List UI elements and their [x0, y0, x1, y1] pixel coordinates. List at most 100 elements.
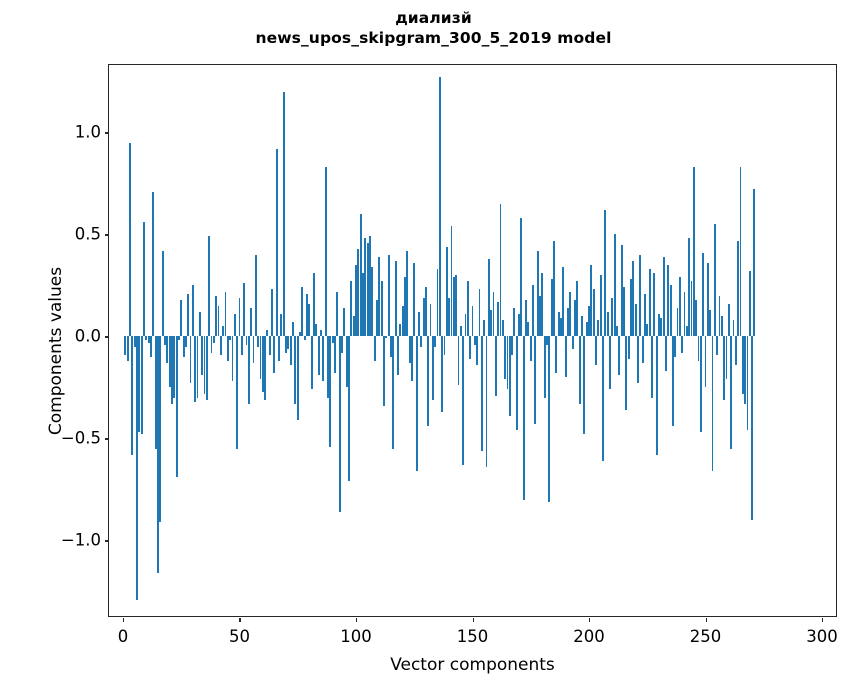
- bar: [385, 336, 388, 339]
- bar: [436, 269, 439, 337]
- bar: [292, 322, 295, 337]
- bar: [520, 218, 523, 337]
- bar: [583, 336, 586, 435]
- bar: [168, 336, 171, 388]
- bar: [415, 336, 418, 472]
- bar: [396, 336, 399, 376]
- bar: [574, 299, 576, 337]
- bar: [609, 336, 611, 390]
- bar: [541, 273, 544, 337]
- bar: [723, 336, 726, 400]
- bar: [618, 336, 621, 376]
- bar: [709, 309, 712, 337]
- bar: [131, 336, 134, 455]
- bar: [497, 301, 500, 337]
- bar: [149, 336, 152, 357]
- bar: [229, 336, 232, 341]
- y-tick-label: −0.5: [60, 428, 101, 448]
- bar: [741, 336, 744, 394]
- x-axis-label: Vector components: [390, 655, 555, 675]
- bar: [616, 326, 618, 337]
- bar: [261, 336, 264, 392]
- bar: [345, 336, 348, 388]
- bar: [597, 320, 600, 337]
- bar: [408, 336, 411, 363]
- x-tick-label: 200: [573, 627, 605, 646]
- bar: [357, 248, 360, 337]
- bar: [506, 336, 509, 390]
- bar: [320, 330, 322, 337]
- bar: [504, 336, 507, 380]
- x-tick-label: 150: [456, 627, 489, 646]
- bar: [643, 293, 646, 337]
- bar: [711, 336, 714, 472]
- bar: [380, 281, 383, 337]
- bar: [282, 91, 285, 337]
- bar: [417, 311, 420, 337]
- bar: [671, 336, 674, 427]
- bar: [669, 285, 672, 337]
- bar: [625, 336, 628, 410]
- bar: [362, 273, 364, 337]
- bar: [145, 336, 148, 341]
- bar: [268, 336, 271, 355]
- bar: [177, 336, 180, 341]
- bar: [476, 336, 479, 365]
- bar: [152, 191, 155, 337]
- bar: [720, 316, 723, 337]
- bar: [327, 336, 329, 398]
- x-tick-label: 0: [117, 627, 129, 646]
- bar: [613, 234, 616, 337]
- y-tick-label: 0.0: [74, 326, 101, 346]
- bar: [627, 336, 630, 359]
- bar: [501, 320, 504, 337]
- bar: [296, 336, 299, 421]
- x-tick-mark: [589, 618, 591, 622]
- bar: [445, 246, 448, 337]
- bar: [650, 336, 653, 398]
- bar: [459, 326, 462, 337]
- bar: [697, 336, 700, 361]
- bar: [126, 336, 129, 361]
- bar: [751, 336, 754, 521]
- bar: [478, 289, 481, 337]
- bar: [431, 336, 434, 400]
- bar: [569, 291, 572, 337]
- bar: [518, 313, 521, 337]
- bar: [606, 311, 609, 337]
- x-tick-mark: [705, 618, 707, 622]
- bar: [306, 293, 308, 337]
- bar: [485, 336, 488, 467]
- bar: [508, 336, 511, 416]
- bar: [247, 336, 250, 404]
- bar: [662, 256, 665, 337]
- x-tick-label: 300: [806, 627, 838, 646]
- bar: [678, 277, 681, 337]
- bar: [636, 336, 639, 384]
- bar: [685, 326, 688, 337]
- bar: [450, 226, 453, 337]
- bar: [653, 273, 656, 337]
- bar: [487, 258, 490, 337]
- bar: [259, 336, 262, 380]
- bar: [184, 336, 187, 347]
- bar: [592, 289, 595, 337]
- bar: [716, 336, 719, 355]
- bar: [355, 264, 357, 337]
- bar: [273, 336, 276, 374]
- bar: [275, 148, 278, 337]
- bar: [525, 299, 528, 337]
- bar: [555, 336, 558, 374]
- bar: [576, 281, 579, 337]
- bar: [329, 336, 332, 447]
- bar: [725, 336, 728, 380]
- bar: [394, 260, 397, 337]
- bar: [748, 271, 751, 337]
- bar: [455, 275, 458, 337]
- bar: [359, 213, 362, 337]
- y-tick-mark: [105, 540, 109, 542]
- bar: [350, 281, 353, 337]
- bar: [336, 291, 339, 337]
- bar: [364, 238, 367, 337]
